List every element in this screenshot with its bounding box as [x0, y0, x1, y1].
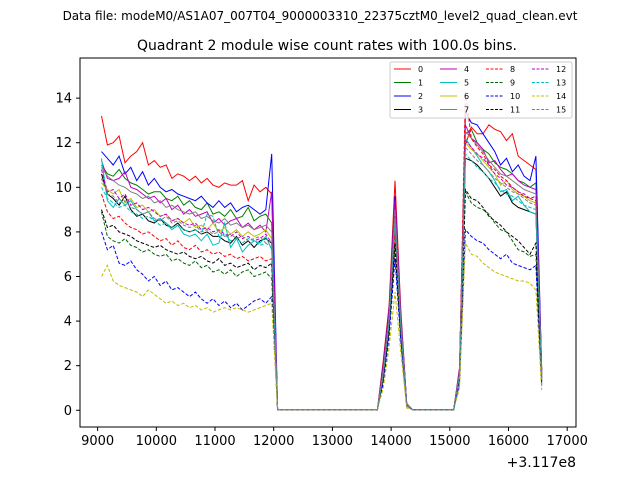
legend-label-12: 12 — [556, 65, 566, 74]
y-tick-label: 6 — [64, 270, 72, 285]
series-line-10 — [101, 228, 543, 411]
y-tick-label: 8 — [64, 225, 72, 240]
legend-frame — [389, 61, 573, 119]
series-line-1 — [101, 128, 543, 411]
series-line-2 — [101, 109, 543, 411]
y-tick-label: 12 — [55, 136, 72, 151]
legend-label-1: 1 — [418, 79, 423, 88]
series-line-3 — [101, 157, 543, 411]
legend-label-15: 15 — [556, 106, 566, 115]
legend-label-6: 6 — [464, 92, 469, 101]
legend-label-0: 0 — [418, 65, 423, 74]
legend-label-4: 4 — [464, 65, 469, 74]
series-layer — [101, 91, 543, 411]
y-axis-ticks: 0 2 4 6 8 10 12 14 — [55, 92, 80, 419]
series-line-11 — [101, 187, 543, 411]
y-tick-label: 10 — [55, 181, 72, 196]
series-line-5 — [101, 136, 543, 411]
x-tick-label: 10000 — [136, 434, 177, 449]
x-tick-label: 17000 — [547, 434, 588, 449]
chart-title: Quadrant 2 module wise count rates with … — [137, 38, 517, 54]
x-tick-label: 12000 — [253, 434, 294, 449]
x-tick-label: 15000 — [429, 434, 470, 449]
x-tick-label: 9000 — [81, 434, 114, 449]
y-tick-label: 0 — [64, 404, 72, 419]
y-tick-label: 2 — [64, 359, 72, 374]
x-axis-ticks: 9000 10000 11000 12000 13000 14000 15000 16000 1… — [81, 427, 588, 449]
plot-frame — [79, 57, 577, 428]
x-offset-label: +3.117e8 — [507, 455, 576, 471]
x-tick-label: 14000 — [370, 434, 411, 449]
series-line-6 — [101, 141, 543, 411]
legend-label-14: 14 — [556, 92, 566, 101]
series-line-9 — [101, 189, 543, 411]
series-line-8 — [101, 91, 543, 411]
series-line-13 — [101, 152, 543, 411]
y-tick-label: 14 — [55, 92, 72, 107]
legend-label-3: 3 — [418, 106, 423, 115]
suptitle: Data file: modeM0/AS1A07_007T04_90000033… — [63, 9, 578, 23]
legend-label-5: 5 — [464, 79, 469, 88]
legend-label-10: 10 — [510, 92, 520, 101]
series-line-12 — [101, 139, 543, 411]
legend-label-13: 13 — [556, 79, 566, 88]
x-tick-label: 11000 — [194, 434, 235, 449]
series-line-15 — [101, 145, 543, 411]
legend-label-11: 11 — [510, 106, 520, 115]
x-tick-label: 16000 — [488, 434, 529, 449]
plot-area — [80, 58, 576, 427]
legend-label-2: 2 — [418, 92, 423, 101]
legend-label-7: 7 — [464, 106, 469, 115]
x-tick-label: 13000 — [312, 434, 353, 449]
legend-label-8: 8 — [510, 65, 515, 74]
series-line-7 — [101, 130, 543, 411]
y-tick-label: 4 — [64, 315, 72, 330]
series-line-0 — [101, 115, 543, 411]
legend-label-9: 9 — [510, 79, 515, 88]
